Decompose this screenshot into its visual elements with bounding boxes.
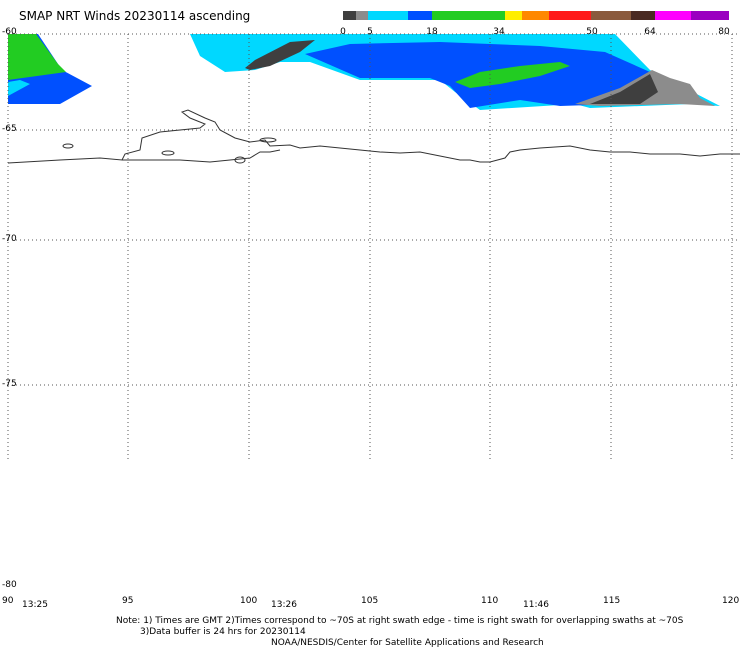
swatch-dark-brown [631, 11, 655, 20]
wind-speed-colorbar: 0 5 18 34 50 64 80 [340, 6, 730, 37]
swatch-green [432, 11, 505, 20]
map-title: SMAP NRT Winds 20230114 ascending [19, 9, 251, 23]
swatch-magenta [655, 11, 691, 20]
swath-time-label: 11:46 [523, 600, 549, 610]
swatch-purple [691, 11, 729, 20]
lat-label: -80 [2, 580, 17, 590]
swatch-brown [591, 11, 631, 20]
antarctic-coastline [7, 109, 740, 164]
lat-label: -60 [2, 27, 17, 37]
credit-line: NOAA/NESDIS/Center for Satellite Applica… [271, 638, 544, 648]
swatch-cyan [368, 11, 408, 20]
wind-swath-left [8, 34, 92, 104]
lon-label: 115 [603, 596, 621, 606]
swatch-yellow [505, 11, 522, 20]
swatch-calm-gray [343, 11, 356, 20]
note-line-1: Note: 1) Times are GMT 2)Times correspon… [116, 616, 684, 626]
colorbar-label: 5 [367, 27, 373, 37]
colorbar-label: 80 [718, 27, 730, 37]
colorbar-swatches [343, 11, 729, 20]
swatch-blue [408, 11, 432, 20]
lat-label: -70 [2, 234, 17, 244]
lon-label: 120 [722, 596, 740, 606]
swatch-light-gray [356, 11, 368, 20]
lat-label: -75 [2, 379, 17, 389]
colorbar-label: 18 [426, 27, 438, 37]
lon-label: 95 [122, 596, 134, 606]
colorbar-label: 34 [493, 27, 505, 37]
lon-label: 105 [361, 596, 379, 606]
swath-time-label: 13:26 [271, 600, 297, 610]
swatch-orange [522, 11, 549, 20]
graticule [7, 33, 740, 462]
swath-time-label: 13:25 [22, 600, 48, 610]
note-line-2: 3)Data buffer is 24 hrs for 20230114 [140, 627, 306, 637]
colorbar-label: 0 [340, 27, 346, 37]
lon-label: 90 [2, 596, 14, 606]
lat-label: -65 [2, 124, 17, 134]
wind-swath-main [190, 34, 720, 110]
colorbar-label: 64 [644, 27, 656, 37]
lon-label: 100 [240, 596, 258, 606]
colorbar-label: 50 [586, 27, 598, 37]
lon-label: 110 [481, 596, 499, 606]
swatch-red [549, 11, 591, 20]
